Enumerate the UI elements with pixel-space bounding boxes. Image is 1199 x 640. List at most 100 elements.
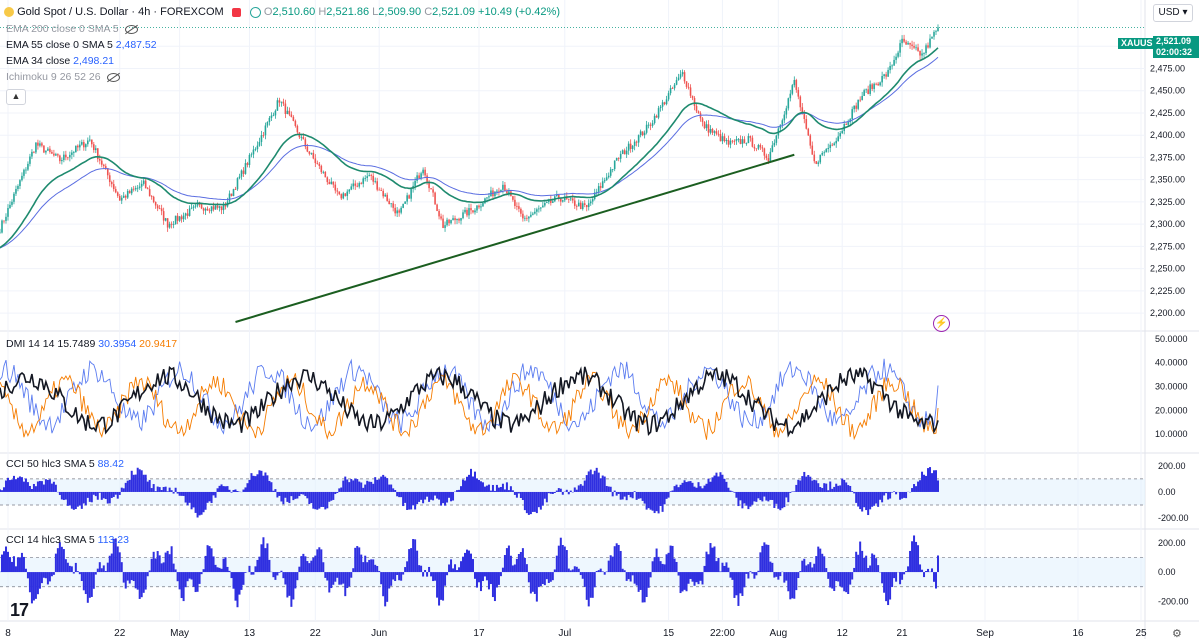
cci14-bar	[460, 561, 462, 572]
cci50-bar	[913, 484, 915, 492]
symbol-title[interactable]: Gold Spot / U.S. Dollar · 4h · FOREXCOM	[17, 6, 224, 18]
cci14-legend[interactable]: CCI 14 hlc3 SMA 5 113.23	[6, 534, 129, 547]
cci14-bar	[410, 548, 412, 572]
cci14-bar	[707, 554, 709, 572]
cci14-bar	[151, 559, 153, 572]
cci14-bar	[506, 548, 508, 572]
cci14-bar	[646, 572, 648, 597]
settings-gear-icon[interactable]: ⚙	[1172, 627, 1182, 640]
candle-body	[792, 85, 794, 94]
candle-body	[658, 108, 660, 118]
cci14-bar	[380, 572, 382, 584]
cci50-bar	[837, 486, 839, 492]
cci50-bar	[49, 479, 51, 492]
cci50-bar	[77, 492, 79, 507]
cci14-bar	[448, 565, 450, 573]
candle-body	[165, 218, 167, 220]
candle-body	[327, 177, 329, 182]
indicator-ema200[interactable]: EMA 200 close 0 SMA 5	[6, 23, 138, 36]
lightning-icon[interactable]: ⚡	[933, 315, 950, 332]
cci50-bar	[502, 484, 504, 492]
candle-body	[31, 152, 33, 157]
candle-body	[626, 151, 628, 155]
cci50-bar	[378, 479, 380, 492]
cci14-bar	[540, 572, 542, 586]
cci14-bar	[139, 572, 141, 599]
cci50-bar	[863, 492, 865, 507]
candle-body	[199, 204, 201, 205]
candle-body	[528, 217, 530, 219]
candle-body	[346, 192, 348, 196]
candle-body	[716, 131, 718, 134]
cci50-label: CCI 50 hlc3 SMA 5	[6, 458, 95, 470]
cci50-bar	[147, 482, 149, 492]
cci14-bar	[205, 556, 207, 572]
cci50-bar	[430, 492, 432, 500]
candle-body	[805, 119, 807, 129]
candle-body	[59, 155, 61, 161]
candle-body	[364, 178, 366, 179]
eye-hidden-icon[interactable]	[107, 73, 120, 82]
candle-body	[488, 196, 490, 197]
cci50-bar	[817, 483, 819, 492]
indicator-ema55[interactable]: EMA 55 close 0 SMA 5 2,487.52	[6, 39, 157, 52]
cci14-bar	[324, 572, 326, 578]
collapse-legend-button[interactable]: ▲	[6, 89, 26, 105]
cci50-bar	[89, 492, 91, 502]
cci50-bar	[125, 483, 127, 492]
cci50-legend[interactable]: CCI 50 hlc3 SMA 5 88.42	[6, 458, 124, 471]
cci14-bar	[522, 548, 524, 572]
cci50-bar	[753, 492, 755, 501]
cci50-bar	[666, 492, 668, 499]
indicator-ichimoku[interactable]: Ichimoku 9 26 52 26	[6, 71, 120, 84]
cci50-bar	[1, 490, 3, 492]
cci50-bar	[841, 479, 843, 492]
cci14-bar	[432, 572, 434, 581]
indicator-ema34[interactable]: EMA 34 close 2,498.21	[6, 55, 114, 68]
candle-body	[562, 200, 564, 201]
dmi-legend[interactable]: DMI 14 14 15.7489 30.3954 20.9417	[6, 338, 177, 351]
candle-body	[243, 171, 245, 174]
cci14-bar	[191, 572, 193, 579]
cci14-bar	[213, 556, 215, 572]
cci50-bar	[201, 492, 203, 515]
candle-body	[883, 74, 885, 76]
candle-body	[544, 203, 546, 205]
candle-body	[732, 141, 734, 142]
cci14-bar	[219, 568, 221, 572]
candle-body	[784, 115, 786, 121]
cci14-bar	[548, 572, 550, 583]
cci14-bar	[556, 556, 558, 572]
cci50-value: 88.42	[98, 458, 124, 470]
cci50-bar	[775, 492, 777, 504]
cci14-bar	[254, 566, 256, 572]
candle-body	[927, 45, 929, 47]
cci50-bar	[308, 492, 310, 504]
candle-body	[348, 190, 350, 192]
cci14-bar	[286, 572, 288, 597]
cci14-bar	[45, 572, 47, 578]
tradingview-logo[interactable]: 17	[10, 600, 28, 621]
cci14-bar	[636, 572, 638, 585]
candle-body	[478, 206, 480, 208]
high-value: 2,521.86	[326, 6, 369, 18]
candle-body	[386, 195, 388, 201]
cci14-bar	[470, 554, 472, 572]
eye-hidden-icon[interactable]	[125, 25, 138, 34]
candle-body	[309, 152, 311, 154]
cci50-bar	[468, 475, 470, 492]
cci14-bar	[450, 559, 452, 572]
tradingview-symbol-icon	[4, 7, 14, 17]
cci14-bar	[474, 572, 476, 579]
cci14-bar	[268, 560, 270, 572]
candle-body	[450, 220, 452, 223]
candle-body	[514, 200, 516, 206]
candle-body	[642, 131, 644, 135]
cci14-bar	[1, 555, 3, 572]
cci50-bar	[181, 492, 183, 496]
cci50-bar	[905, 492, 907, 498]
currency-selector[interactable]: USD ▾	[1153, 4, 1193, 22]
cci14-bar	[266, 543, 268, 572]
cci14-bar	[157, 551, 159, 572]
